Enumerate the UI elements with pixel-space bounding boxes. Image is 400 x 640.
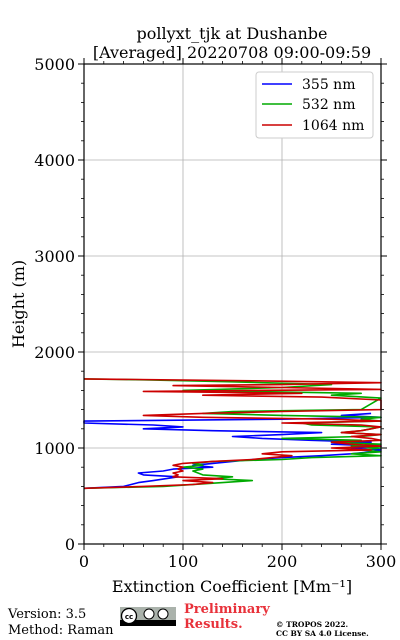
legend: 355 nm 532 nm 1064 nm bbox=[255, 71, 374, 139]
copyright-notice: © TROPOS 2022. CC BY SA 4.0 License. bbox=[276, 620, 369, 638]
legend-label-532: 532 nm bbox=[302, 97, 355, 113]
x-tick-label: 100 bbox=[168, 552, 199, 571]
x-tick-label: 0 bbox=[79, 552, 89, 571]
x-tick-label: 300 bbox=[366, 552, 397, 571]
chart-title-line1: pollyxt_tjk at Dushanbe bbox=[136, 24, 327, 43]
legend-label-355: 355 nm bbox=[302, 77, 355, 93]
y-tick-label: 5000 bbox=[34, 55, 75, 74]
y-tick-label: 4000 bbox=[34, 151, 75, 170]
y-tick-label: 0 bbox=[65, 535, 75, 554]
copyright-line2: CC BY SA 4.0 License. bbox=[276, 629, 369, 638]
chart: pollyxt_tjk at Dushanbe [Averaged] 20220… bbox=[9, 24, 396, 596]
y-tick-label: 1000 bbox=[34, 439, 75, 458]
svg-text:cc: cc bbox=[125, 613, 133, 621]
chart-title-line2: [Averaged] 20220708 09:00-09:59 bbox=[93, 43, 371, 62]
series-line-1064-nm bbox=[83, 378, 382, 490]
legend-box bbox=[255, 71, 374, 139]
y-axis-label: Height (m) bbox=[9, 260, 28, 348]
cc-license-badge-icon: cc bbox=[120, 607, 176, 626]
method-label: Method: Raman bbox=[8, 623, 114, 638]
plot-frame bbox=[83, 63, 382, 545]
x-tick-label: 200 bbox=[267, 552, 298, 571]
x-axis-label: Extinction Coefficient [Mm⁻¹] bbox=[112, 577, 352, 596]
y-tick-label: 3000 bbox=[34, 247, 75, 266]
y-tick-label: 2000 bbox=[34, 343, 75, 362]
legend-label-1064: 1064 nm bbox=[302, 118, 364, 134]
preliminary-results-label: Preliminary Results. bbox=[184, 602, 270, 632]
copyright-line1: © TROPOS 2022. bbox=[276, 620, 349, 629]
series-group bbox=[83, 378, 382, 490]
version-label: Version: 3.5 bbox=[8, 607, 87, 622]
